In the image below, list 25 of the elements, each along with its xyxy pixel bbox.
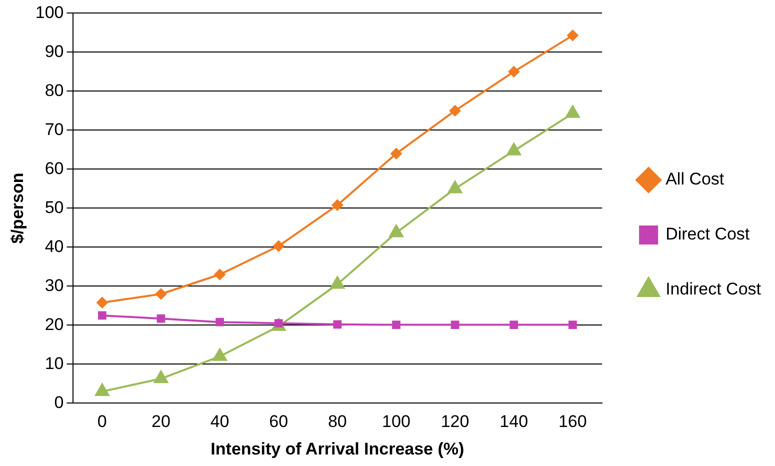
legend-label: Indirect Cost: [666, 280, 762, 299]
x-tick-label: 0: [97, 412, 107, 432]
y-tick-label: 90: [44, 42, 64, 61]
y-tick-label: 30: [44, 276, 64, 295]
y-tick-label: 60: [44, 158, 64, 178]
legend-label: Direct Cost: [666, 224, 750, 244]
x-tick-label: 100: [382, 412, 410, 432]
y-axis-title: $/person: [8, 172, 27, 244]
y-tick-label: 100: [35, 2, 64, 22]
x-tick-label: 140: [500, 412, 528, 432]
x-tick-label: 40: [210, 412, 230, 432]
y-tick-label: 20: [44, 314, 64, 334]
y-tick-label: 40: [44, 236, 64, 256]
y-tick-label: 50: [44, 198, 64, 217]
x-tick-label: 80: [328, 412, 347, 432]
y-tick-label: 80: [44, 80, 64, 100]
x-tick-label: 160: [558, 412, 587, 432]
y-tick-label: 10: [44, 354, 64, 373]
x-axis-title: Intensity of Arrival Increase (%): [210, 439, 464, 458]
x-tick-label: 120: [440, 412, 470, 432]
y-tick-label: 0: [54, 392, 64, 412]
y-tick-label: 70: [44, 120, 64, 139]
legend-label: All Cost: [666, 170, 724, 189]
x-tick-label: 60: [269, 412, 288, 432]
x-tick-label: 20: [152, 412, 170, 432]
